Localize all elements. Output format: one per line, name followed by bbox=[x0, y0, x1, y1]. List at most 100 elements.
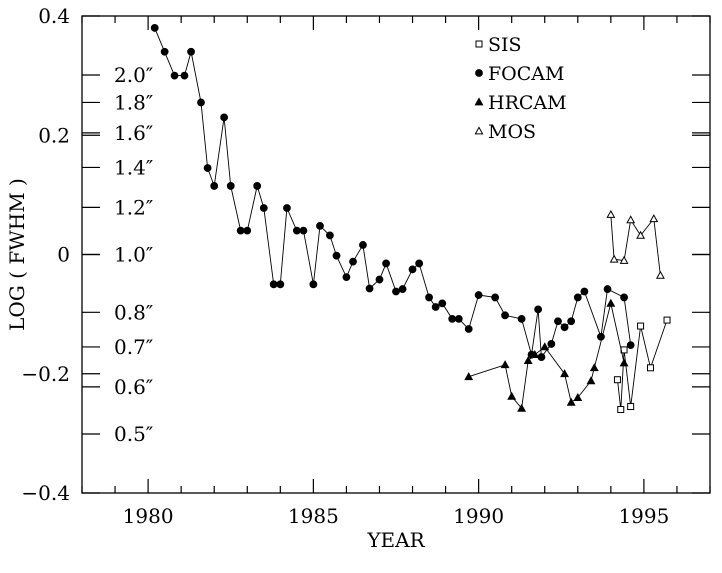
data-point-focam bbox=[325, 231, 334, 240]
data-point-focam bbox=[431, 303, 440, 311]
data-point-focam bbox=[150, 24, 159, 32]
data-point-hrcam bbox=[560, 369, 570, 378]
data-point-focam bbox=[316, 221, 324, 230]
data-point-sis bbox=[627, 403, 635, 411]
data-point-hrcam bbox=[586, 376, 596, 385]
fwhm-label: 1.6″ bbox=[114, 121, 153, 145]
data-point-sis bbox=[663, 316, 671, 324]
fwhm-label: 0.6″ bbox=[114, 375, 153, 399]
data-point-hrcam bbox=[523, 356, 533, 365]
data-point-focam bbox=[309, 280, 318, 289]
x-tick-label: 1985 bbox=[288, 504, 339, 528]
data-point-focam bbox=[283, 204, 291, 212]
data-point-focam bbox=[474, 291, 483, 299]
data-point-mos bbox=[609, 254, 619, 263]
data-point-hrcam bbox=[500, 360, 510, 369]
data-point-focam bbox=[259, 204, 268, 212]
data-point-focam bbox=[537, 353, 546, 361]
data-point-sis bbox=[617, 406, 625, 414]
data-point-focam bbox=[408, 265, 417, 274]
plot-frame bbox=[81, 15, 711, 494]
data-point-focam bbox=[197, 98, 205, 107]
data-point-focam bbox=[438, 299, 447, 308]
x-tick-labels: 1980 1985 1990 1995 bbox=[123, 504, 670, 528]
y-tick-label: −0.4 bbox=[21, 481, 70, 505]
data-point-focam bbox=[253, 182, 262, 190]
series-sis bbox=[613, 316, 671, 414]
legend-item-focam: FOCAM bbox=[475, 63, 564, 85]
fwhm-label: 1.0″ bbox=[114, 243, 153, 267]
y-axis-title: LOG ( FWHM ) bbox=[5, 178, 29, 331]
axis-ticks bbox=[81, 15, 711, 494]
data-point-focam bbox=[567, 317, 576, 326]
data-point-focam bbox=[603, 285, 612, 293]
data-point-focam bbox=[626, 341, 635, 350]
data-point-hrcam bbox=[530, 350, 540, 359]
x-tick-label: 1980 bbox=[123, 504, 174, 528]
fwhm-label: 0.7″ bbox=[114, 335, 153, 359]
data-point-focam bbox=[220, 113, 229, 122]
data-point-sis bbox=[637, 322, 645, 330]
data-point-focam bbox=[332, 251, 341, 260]
data-point-focam bbox=[170, 71, 179, 80]
data-point-focam bbox=[580, 287, 589, 296]
data-point-focam bbox=[269, 280, 278, 289]
series-hrcam bbox=[464, 298, 629, 412]
data-point-hrcam bbox=[566, 397, 576, 406]
data-point-focam bbox=[226, 182, 235, 190]
data-point-hrcam bbox=[619, 358, 629, 367]
data-point-focam bbox=[210, 182, 219, 190]
legend-label: MOS bbox=[488, 121, 536, 143]
legend-label: FOCAM bbox=[488, 63, 564, 85]
data-series bbox=[150, 24, 671, 414]
data-point-hrcam bbox=[517, 403, 527, 412]
data-point-focam bbox=[517, 314, 526, 323]
data-point-focam bbox=[547, 340, 556, 348]
x-axis-title: YEAR bbox=[366, 528, 425, 552]
data-point-focam bbox=[620, 293, 628, 302]
data-point-focam bbox=[560, 323, 569, 332]
fwhm-label: 2.0″ bbox=[114, 63, 153, 87]
data-point-focam bbox=[349, 257, 357, 266]
data-point-focam bbox=[573, 293, 582, 302]
data-point-focam bbox=[464, 325, 473, 333]
x-tick-label: 1990 bbox=[453, 504, 504, 528]
y-tick-label: 0 bbox=[57, 243, 70, 267]
y-tick-label: 0.2 bbox=[38, 123, 70, 147]
y-tick-labels: 0.4 0.2 0 −0.2 −0.4 bbox=[21, 4, 70, 505]
data-point-focam bbox=[501, 311, 509, 320]
data-point-hrcam bbox=[540, 342, 550, 351]
data-point-mos bbox=[655, 270, 665, 279]
series-line-mos bbox=[610, 214, 661, 276]
data-point-focam bbox=[359, 241, 367, 249]
data-point-focam bbox=[365, 284, 374, 293]
fwhm-label: 0.5″ bbox=[114, 422, 153, 446]
data-point-mos bbox=[619, 255, 629, 264]
data-point-focam bbox=[187, 47, 195, 56]
data-point-focam bbox=[398, 285, 407, 293]
series-line-hrcam bbox=[468, 303, 625, 410]
series-focam bbox=[150, 24, 635, 361]
data-point-hrcam bbox=[464, 372, 474, 381]
data-point-focam bbox=[299, 226, 308, 235]
x-tick-label: 1995 bbox=[618, 504, 669, 528]
legend-label: SIS bbox=[488, 34, 522, 56]
data-point-focam bbox=[534, 305, 543, 314]
data-point-focam bbox=[243, 226, 252, 235]
fwhm-label: 1.4″ bbox=[114, 155, 153, 179]
data-point-mos bbox=[626, 215, 636, 224]
data-point-mos bbox=[606, 209, 616, 218]
legend-marker-focam bbox=[475, 69, 483, 77]
legend-item-sis: SIS bbox=[475, 34, 522, 56]
fwhm-labels: 2.0″ 1.8″ 1.6″ 1.4″ 1.2″ 1.0″ 0.8″ 0.7″ 0.6″ 0.5″ bbox=[114, 63, 153, 446]
series-mos bbox=[606, 209, 665, 279]
data-point-focam bbox=[382, 259, 390, 268]
data-point-focam bbox=[454, 314, 463, 323]
data-point-sis bbox=[613, 376, 621, 384]
legend-marker-mos bbox=[474, 126, 484, 135]
data-point-focam bbox=[491, 293, 500, 302]
data-point-focam bbox=[203, 164, 212, 172]
data-point-hrcam bbox=[507, 391, 517, 400]
data-point-sis bbox=[647, 364, 655, 372]
